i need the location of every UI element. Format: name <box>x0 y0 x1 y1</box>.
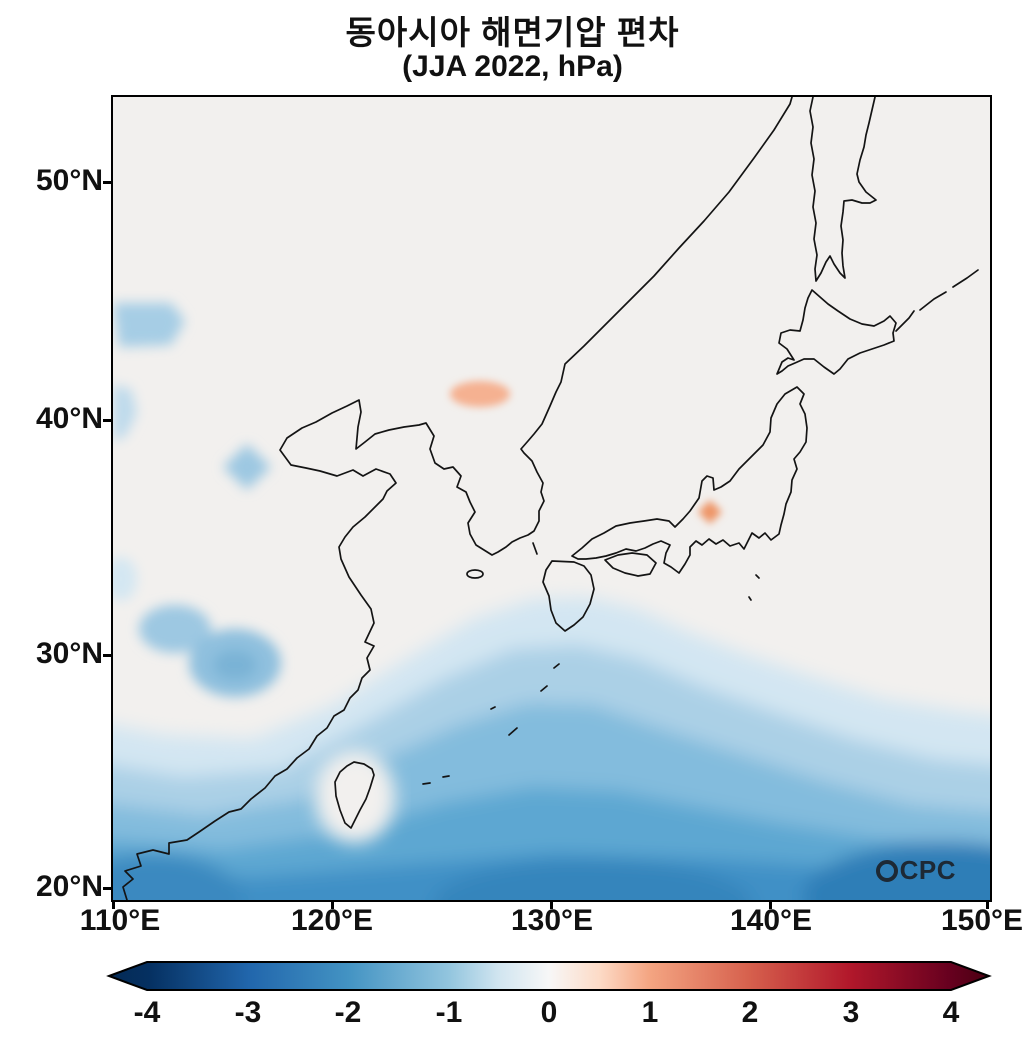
lat-tick-label: 50°N <box>35 164 103 197</box>
coastline-taiwan <box>334 761 375 829</box>
tick-mark <box>331 900 334 909</box>
coastline-sakhalin <box>809 97 877 282</box>
tick-mark <box>103 887 112 890</box>
coastline-china-korea-mainland <box>122 97 793 900</box>
positive-anomaly-patches <box>450 381 722 524</box>
tick-mark <box>103 654 112 657</box>
coastline-kyushu <box>542 560 595 632</box>
colorbar-tick-label: -3 <box>234 996 262 1029</box>
coastlines <box>122 97 979 900</box>
colorbar-tick-label: 1 <box>641 996 659 1029</box>
tick-mark <box>103 419 112 422</box>
colorbar-tick-label: 0 <box>540 996 558 1029</box>
tick-mark <box>986 900 989 909</box>
coastline-ryukyu-islands <box>422 663 560 785</box>
lon-tick-label: 120°E <box>290 904 374 937</box>
page-title: 동아시아 해면기압 편차 <box>345 14 680 51</box>
colorbar-tick-label: -4 <box>133 996 161 1029</box>
lat-tick-label: 40°N <box>35 402 103 435</box>
lon-tick-label: 110°E <box>79 904 161 937</box>
colorbar <box>106 958 992 994</box>
lat-tick-label: 30°N <box>35 637 103 670</box>
coastline-honshu <box>571 386 808 574</box>
tick-mark <box>112 900 115 909</box>
map-plot: CPC <box>111 95 992 902</box>
positive-patch-central-japan <box>698 500 722 524</box>
coastline-tsushima <box>532 542 538 555</box>
tick-mark <box>550 900 553 909</box>
positive-patch-north-korea <box>450 381 510 407</box>
watermark-label: CPC <box>899 855 956 885</box>
tick-mark <box>103 181 112 184</box>
coastline-hokkaido <box>776 289 897 375</box>
ring-logo-icon <box>875 859 898 882</box>
lon-tick-label: 150°E <box>940 904 1024 937</box>
near-zero-pocket-taiwan <box>315 751 395 843</box>
lon-tick-label: 140°E <box>729 904 813 937</box>
colorbar-gradient <box>106 961 992 991</box>
colorbar-tick-label: 2 <box>741 996 759 1029</box>
colorbar-tick-label: 4 <box>942 996 960 1029</box>
figure-subtitle: (JJA 2022, hPa) <box>402 50 623 83</box>
lon-tick-label: 130°E <box>510 904 594 937</box>
coastline-jeju <box>466 569 484 579</box>
lat-tick-label: 20°N <box>35 870 103 903</box>
colorbar-tick-label: 3 <box>842 996 860 1029</box>
negative-anomaly-patches-northwest <box>113 303 281 697</box>
tick-mark <box>769 900 772 909</box>
watermark: CPC <box>875 855 956 886</box>
colorbar-tick-label: -2 <box>334 996 362 1029</box>
coastline-shikoku <box>604 552 657 577</box>
coastline-izu-islands <box>748 574 760 601</box>
coastline-kuril-islands <box>895 269 979 332</box>
anomaly-map <box>113 97 990 900</box>
colorbar-tick-label: -1 <box>435 996 463 1029</box>
